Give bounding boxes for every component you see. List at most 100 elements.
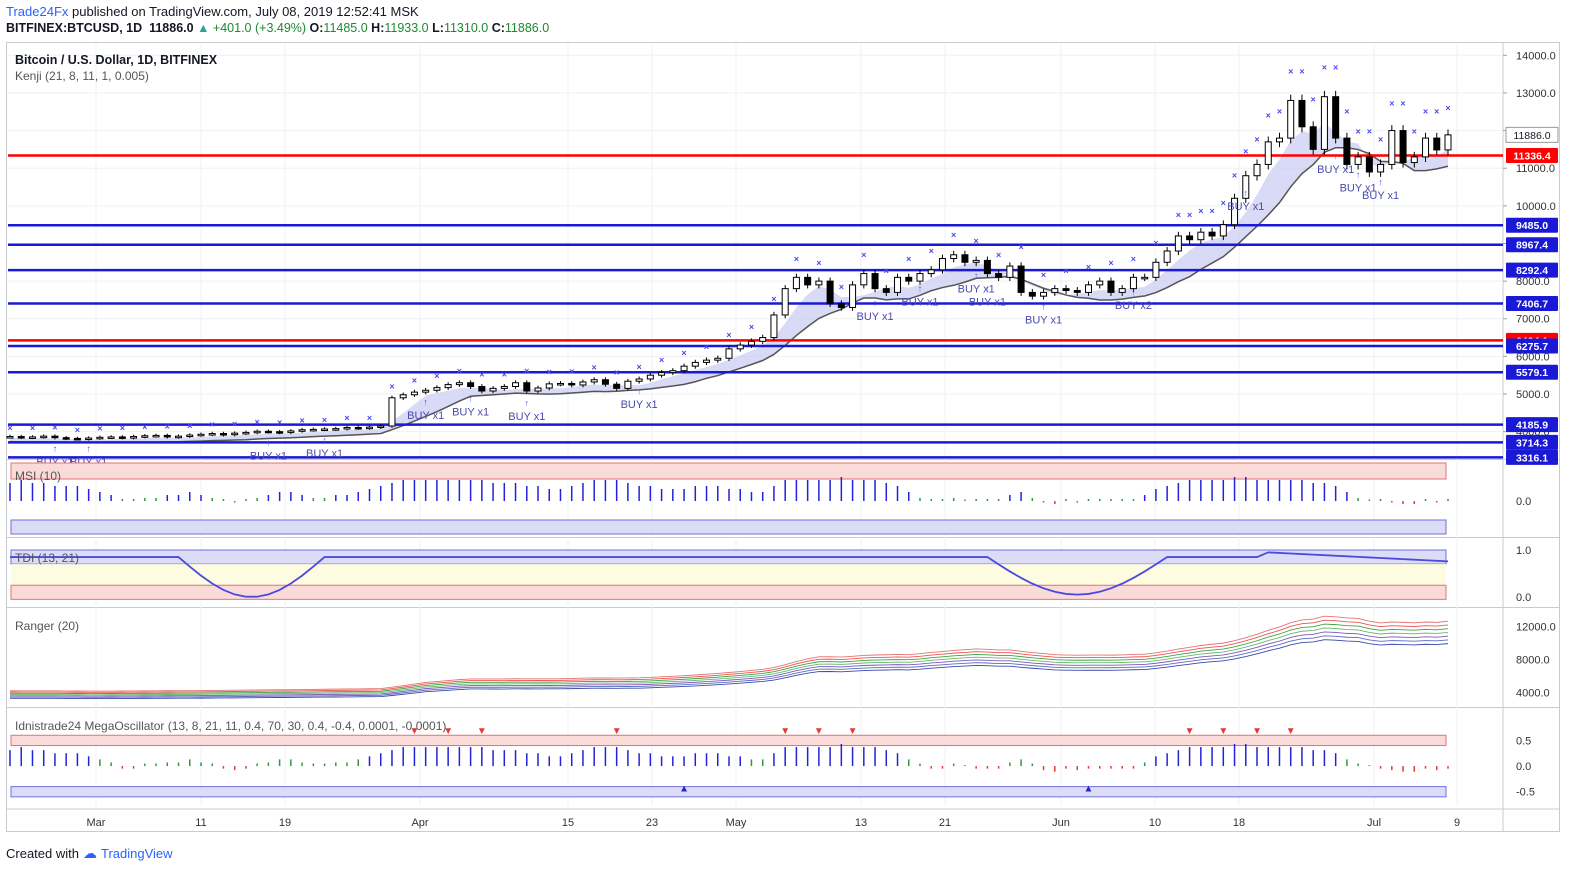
x-marker: × — [547, 367, 552, 377]
buy-arrow-icon: ↑ — [468, 393, 473, 403]
candle-body — [1377, 163, 1385, 173]
x-marker: × — [30, 423, 35, 433]
x-marker: × — [1063, 266, 1068, 276]
candle-body — [624, 380, 632, 389]
x-tick-label: 13 — [855, 817, 867, 829]
candle-body — [1085, 284, 1092, 293]
x-marker: × — [434, 371, 439, 381]
x-marker: × — [1209, 206, 1214, 216]
x-tick-label: 21 — [939, 817, 951, 829]
y-tick-label: 0.0 — [1516, 761, 1531, 773]
candle-body — [130, 436, 138, 439]
tradingview-brand-link[interactable]: TradingView — [100, 846, 173, 861]
candle-body — [287, 430, 295, 433]
x-marker: × — [1299, 67, 1304, 77]
candle-body — [871, 273, 879, 290]
buy-arrow-icon: ↑ — [1244, 188, 1249, 198]
high-label: H: — [371, 21, 385, 35]
buy-annotation: BUY x1 — [1227, 201, 1264, 213]
y-tick-label: 0.5 — [1516, 735, 1531, 747]
x-marker: × — [1041, 270, 1046, 280]
candle-body — [1354, 156, 1362, 165]
candle-body — [1186, 235, 1194, 241]
x-marker: × — [502, 370, 507, 380]
candle-body — [703, 359, 711, 363]
level-price-label: 8967.4 — [1516, 240, 1548, 252]
publish-info: Trade24Fx published on TradingView.com, … — [6, 4, 419, 19]
sell-signal-icon: ▼ — [409, 726, 419, 737]
x-tick-label: 15 — [562, 817, 574, 829]
publisher-link[interactable]: Trade24Fx — [6, 4, 69, 19]
x-tick-label: Mar — [87, 817, 106, 829]
buy-signal-icon: ▲ — [1084, 784, 1094, 795]
created-with-text: Created with — [6, 846, 79, 861]
tdi-mid-band — [11, 564, 1446, 586]
x-marker: × — [681, 348, 686, 358]
x-marker: × — [1232, 170, 1237, 180]
ranger-line — [9, 615, 1449, 692]
candle-body — [321, 428, 329, 432]
level-price-label: 5579.1 — [1516, 367, 1548, 379]
x-marker: × — [232, 419, 237, 429]
candle-body — [118, 436, 126, 439]
candle-body — [961, 254, 969, 263]
candle-body — [1410, 156, 1418, 164]
x-marker: × — [255, 417, 260, 427]
candle-body — [1174, 235, 1182, 252]
y-tick-label: 8000.0 — [1516, 655, 1550, 667]
high-value: 11933.0 — [384, 21, 429, 35]
candle-body — [983, 259, 991, 275]
x-marker: × — [120, 423, 125, 433]
change-value: +401.0 (+3.49%) — [212, 21, 307, 35]
x-marker: × — [614, 367, 619, 377]
tdi-line — [10, 551, 1449, 598]
candle-body — [759, 337, 767, 342]
candle-body — [85, 437, 93, 441]
buy-annotation: BUY x2 — [1115, 300, 1152, 312]
level-price-label: 3714.3 — [1516, 437, 1548, 449]
candle-body — [1163, 250, 1171, 263]
candle-body — [1107, 280, 1115, 293]
buy-arrow-icon: ↑ — [918, 283, 923, 293]
y-tick-label: 11000.0 — [1516, 163, 1555, 175]
level-price-tag — [1506, 217, 1558, 233]
buy-annotation: BUY x1 — [250, 450, 287, 462]
buy-arrow-icon: ↑ — [322, 435, 327, 445]
buy-arrow-icon: ↑ — [1041, 302, 1046, 312]
candle-body — [28, 436, 36, 439]
candle-body — [433, 387, 441, 391]
candle-body — [1129, 276, 1137, 290]
candle-body — [1118, 288, 1126, 293]
x-tick-label: Jul — [1367, 817, 1381, 829]
candle-body — [568, 382, 576, 386]
y-tick-label: 0.0 — [1516, 496, 1531, 508]
candle-body — [298, 429, 306, 432]
tradingview-logo-icon: ☁ — [82, 845, 97, 861]
buy-annotation: BUY x1 — [621, 399, 658, 411]
level-price-label: 11336.4 — [1513, 151, 1551, 163]
x-marker: × — [659, 355, 664, 365]
candle-body — [1433, 137, 1441, 151]
candle-body — [1332, 96, 1340, 139]
x-marker: × — [1367, 126, 1372, 136]
x-marker: × — [142, 422, 147, 432]
x-tick-label: 23 — [646, 817, 658, 829]
candle-body — [995, 273, 1003, 278]
x-marker: × — [1254, 134, 1259, 144]
ranger-line — [9, 627, 1449, 696]
candle-body — [1051, 288, 1059, 293]
y-tick-label: 14000.0 — [1516, 50, 1556, 62]
x-marker: × — [906, 254, 911, 264]
candle-body — [1062, 288, 1070, 292]
y-tick-label: 5000.0 — [1516, 389, 1550, 401]
candle-body — [332, 428, 340, 431]
buy-arrow-icon: ↑ — [985, 283, 990, 293]
x-marker: × — [951, 230, 956, 240]
x-marker: × — [569, 367, 574, 377]
candle-body — [455, 382, 463, 386]
buy-annotation: BUY x1 — [1362, 190, 1399, 202]
x-marker: × — [636, 362, 641, 372]
x-marker: × — [367, 413, 372, 423]
low-value: 11310.0 — [443, 21, 489, 35]
